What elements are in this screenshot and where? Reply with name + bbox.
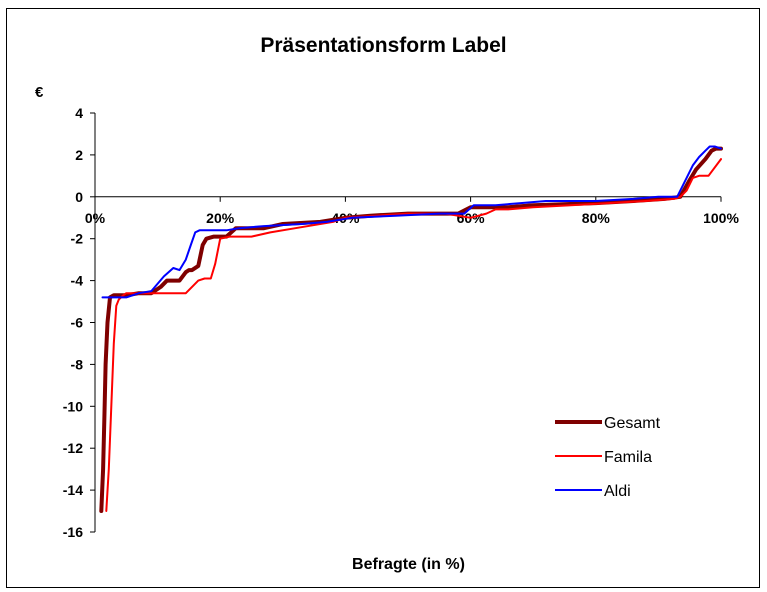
legend-label-aldi: Aldi [604,483,631,500]
x-tick-label: 100% [703,210,739,226]
x-tick-label: 0% [85,210,106,226]
x-axis-label: Befragte (in %) [352,556,465,573]
y-tick-label: -14 [63,482,83,498]
y-tick-label: 0 [75,189,83,205]
y-tick-label: 4 [75,105,83,121]
series-line-famila [105,158,722,512]
chart-frame [6,8,760,588]
y-tick-label: -16 [63,524,83,540]
legend-label-famila: Famila [604,449,652,466]
y-tick-label: -6 [71,315,84,331]
y-tick-label: -2 [71,231,84,247]
y-tick-label: -10 [63,398,83,414]
legend-label-gesamt: Gesamt [604,415,661,432]
y-axis-unit: € [35,84,44,101]
x-axis-label-wrap: Befragte (in %) [0,556,767,574]
y-tick-label: -8 [71,356,84,372]
y-tick-label: -4 [71,273,84,289]
chart-title: Präsentationsform Label [260,34,507,57]
x-tick-label: 20% [206,210,235,226]
series-line-aldi [101,145,722,299]
y-tick-label: 2 [75,147,83,163]
y-tick-label: -12 [63,440,83,456]
x-tick-label: 80% [582,210,611,226]
